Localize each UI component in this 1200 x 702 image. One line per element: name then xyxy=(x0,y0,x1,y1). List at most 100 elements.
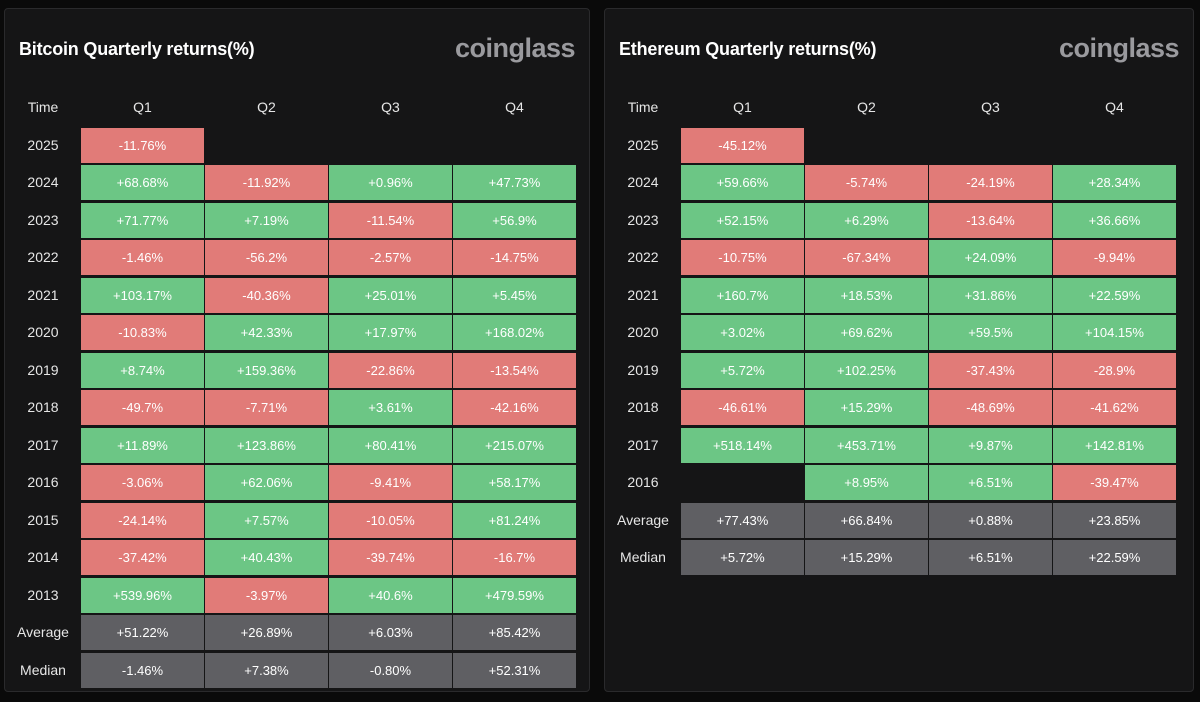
row-label: 2023 xyxy=(627,211,659,228)
row-label: 2016 xyxy=(627,474,659,490)
value-cell: -28.9% xyxy=(1053,352,1176,388)
value-cell: -49.7% xyxy=(81,390,204,425)
value-cell: +215.07% xyxy=(453,427,576,463)
value-cell: +26.89% xyxy=(205,615,328,650)
value-cell xyxy=(205,128,328,163)
table-row: 2018 -46.61% +15.29% -48.69% -41.62% xyxy=(605,389,1193,426)
table-row: 2016 +8.95% +6.51% -39.47% xyxy=(605,464,1193,501)
row-label: 2025 xyxy=(627,136,659,153)
row-label: 2019 xyxy=(627,361,659,378)
column-header: Q4 xyxy=(505,99,524,115)
value-cell: -1.46% xyxy=(81,240,204,275)
table-row: 2016 -3.06% +62.06% -9.41% +58.17% xyxy=(5,464,589,501)
row-label: 2020 xyxy=(627,324,659,340)
value-cell: -1.46% xyxy=(81,652,204,688)
value-cell: -24.19% xyxy=(929,165,1052,200)
value-cell: -11.54% xyxy=(329,202,452,238)
column-header: Q1 xyxy=(733,99,752,115)
value-cell: +7.19% xyxy=(205,202,328,238)
value-cell: +51.22% xyxy=(81,615,204,650)
value-cell: +80.41% xyxy=(329,427,452,463)
value-cell: +56.9% xyxy=(453,202,576,238)
column-header: Q2 xyxy=(257,99,276,115)
value-cell: -39.74% xyxy=(329,540,452,575)
row-label: 2022 xyxy=(627,249,659,265)
value-cell: +6.51% xyxy=(929,540,1052,575)
row-label: 2017 xyxy=(627,436,659,453)
value-cell: -11.76% xyxy=(81,127,204,163)
value-cell xyxy=(805,128,928,163)
value-cell: +15.29% xyxy=(805,540,928,575)
value-cell: -9.41% xyxy=(329,465,452,500)
value-cell: -40.36% xyxy=(205,277,328,313)
value-cell: +52.31% xyxy=(453,652,576,688)
row-label: 2021 xyxy=(27,286,59,303)
column-header: Q2 xyxy=(857,99,876,115)
row-label: 2016 xyxy=(27,474,59,490)
value-cell: -37.42% xyxy=(81,540,204,575)
value-cell: +102.25% xyxy=(805,352,928,388)
column-header: Q3 xyxy=(981,99,1000,115)
coinglass-logo: coinglass xyxy=(1058,33,1180,63)
table-row: 2025 -11.76% xyxy=(5,127,589,164)
table-row: 2014 -37.42% +40.43% -39.74% -16.7% xyxy=(5,539,589,576)
value-cell: +52.15% xyxy=(681,202,804,238)
value-cell: -13.54% xyxy=(453,352,576,388)
column-header: Time xyxy=(27,99,59,115)
value-cell: +36.66% xyxy=(1053,202,1176,238)
value-cell xyxy=(453,128,576,163)
value-cell: +69.62% xyxy=(805,315,928,350)
table-row: 2019 +5.72% +102.25% -37.43% -28.9% xyxy=(605,352,1193,389)
table-row: 2024 +68.68% -11.92% +0.96% +47.73% xyxy=(5,164,589,201)
value-cell: +66.84% xyxy=(805,502,928,538)
value-cell: +168.02% xyxy=(453,315,576,350)
value-cell: -67.34% xyxy=(805,240,928,275)
row-label: 2018 xyxy=(27,399,59,415)
header-row: Time Q1 Q2 Q3 Q4 xyxy=(5,89,589,126)
value-cell: +62.06% xyxy=(205,465,328,500)
value-cell: -16.7% xyxy=(453,540,576,575)
value-cell: -10.75% xyxy=(681,240,804,275)
value-cell: +11.89% xyxy=(81,427,204,463)
value-cell: +7.38% xyxy=(205,652,328,688)
column-header: Q1 xyxy=(133,99,152,115)
value-cell: +58.17% xyxy=(453,465,576,500)
column-header: Q3 xyxy=(381,99,400,115)
value-cell: +7.57% xyxy=(205,502,328,538)
row-label: Average xyxy=(17,624,69,640)
table-row: 2013 +539.96% -3.97% +40.6% +479.59% xyxy=(5,577,589,614)
value-cell: +5.45% xyxy=(453,277,576,313)
panel-title: Bitcoin Quarterly returns(%) xyxy=(19,39,255,59)
value-cell: +71.77% xyxy=(81,202,204,238)
value-cell: -10.05% xyxy=(329,502,452,538)
table-row: Average +77.43% +66.84% +0.88% +23.85% xyxy=(605,502,1193,539)
row-label: 2013 xyxy=(27,586,59,603)
value-cell: -3.97% xyxy=(205,577,328,613)
value-cell: +3.02% xyxy=(681,315,804,350)
value-cell: +81.24% xyxy=(453,502,576,538)
value-cell: -46.61% xyxy=(681,390,804,425)
value-cell: +123.86% xyxy=(205,427,328,463)
value-cell: -39.47% xyxy=(1053,465,1176,500)
table-row: Median +5.72% +15.29% +6.51% +22.59% xyxy=(605,539,1193,576)
table-row: 2024 +59.66% -5.74% -24.19% +28.34% xyxy=(605,164,1193,201)
value-cell: +8.74% xyxy=(81,352,204,388)
value-cell: +6.51% xyxy=(929,465,1052,500)
value-cell: -7.71% xyxy=(205,390,328,425)
value-cell: +31.86% xyxy=(929,277,1052,313)
value-cell: +3.61% xyxy=(329,390,452,425)
panel-title: Ethereum Quarterly returns(%) xyxy=(619,39,877,59)
row-label: 2014 xyxy=(27,549,59,565)
value-cell xyxy=(1053,128,1176,163)
table-row: 2020 -10.83% +42.33% +17.97% +168.02% xyxy=(5,314,589,351)
value-cell: -11.92% xyxy=(205,165,328,200)
value-cell: +22.59% xyxy=(1053,277,1176,313)
value-cell: +142.81% xyxy=(1053,427,1176,463)
value-cell: +23.85% xyxy=(1053,502,1176,538)
value-cell: +0.88% xyxy=(929,502,1052,538)
value-cell: +104.15% xyxy=(1053,315,1176,350)
value-cell: -37.43% xyxy=(929,352,1052,388)
value-cell: +22.59% xyxy=(1053,540,1176,575)
value-cell: -3.06% xyxy=(81,465,204,500)
value-cell: -56.2% xyxy=(205,240,328,275)
